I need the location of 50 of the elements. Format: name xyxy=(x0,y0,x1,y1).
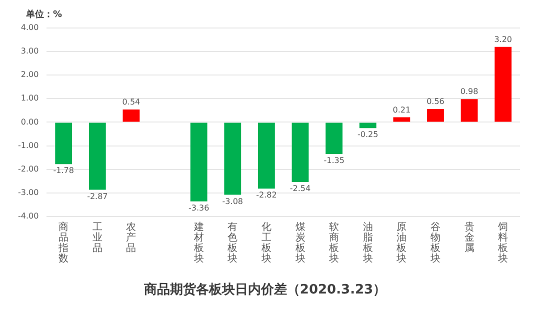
x-tick-label: 原油板块 xyxy=(396,222,407,265)
data-label: 0.54 xyxy=(122,98,140,107)
data-label: 0.21 xyxy=(392,105,411,114)
x-tick-label: 谷物板块 xyxy=(429,221,440,265)
text: 商品期货各板块日内价差（2020.3.23） xyxy=(142,282,386,298)
y-tick-label: 2.00 xyxy=(20,70,39,80)
y-tick-label: -1.00 xyxy=(18,140,39,150)
y-tick-label: 1.00 xyxy=(20,94,39,103)
x-tick-label: 商品指数 xyxy=(58,221,69,265)
x-tick-label: 农产品 xyxy=(126,222,136,254)
bar xyxy=(359,122,376,128)
x-tick-label: 化工板块 xyxy=(260,221,272,265)
x-tick-label: 工业品 xyxy=(92,222,102,254)
data-label: -1.35 xyxy=(324,156,344,166)
bar xyxy=(258,122,275,189)
data-label: -0.25 xyxy=(358,130,378,140)
bar xyxy=(326,122,343,154)
data-label: 3.20 xyxy=(494,34,512,44)
bar xyxy=(88,122,106,190)
y-tick-label: 0.00 xyxy=(20,117,39,126)
data-label: -3.08 xyxy=(222,196,243,206)
bar xyxy=(460,99,478,122)
data-label: -2.54 xyxy=(290,184,311,194)
x-tick-label: 软商板块 xyxy=(328,221,340,265)
x-tick-label: 油脂板块 xyxy=(362,221,373,265)
bar xyxy=(190,122,208,202)
data-label: -1.78 xyxy=(53,166,74,176)
bar xyxy=(494,46,512,122)
bar xyxy=(427,109,444,122)
bar xyxy=(55,122,72,164)
data-label: -2.87 xyxy=(87,192,108,201)
x-tick-label: 饲料板块 xyxy=(497,222,508,265)
y-tick-label: -3.00 xyxy=(18,188,39,197)
y-tick-label: 3.00 xyxy=(20,46,39,56)
x-tick-label: 建材板块 xyxy=(192,221,204,265)
data-label: 0.98 xyxy=(460,87,478,96)
data-label: -2.82 xyxy=(256,190,277,200)
x-tick-label: 有色板块 xyxy=(226,221,238,265)
x-tick-label: 煤炭板块 xyxy=(294,221,306,265)
y-tick-label: -2.00 xyxy=(18,164,39,174)
bar xyxy=(393,117,410,122)
bar xyxy=(122,109,140,122)
y-tick-label: 4.00 xyxy=(20,23,39,32)
y-axis-title: 单位：% xyxy=(25,8,62,20)
bar xyxy=(292,122,309,182)
data-label: 0.56 xyxy=(426,97,444,106)
x-tick-label: 贵金属 xyxy=(464,221,474,254)
data-label: -3.36 xyxy=(188,203,210,212)
y-tick-label: -4.00 xyxy=(18,211,39,220)
bar xyxy=(224,122,242,195)
